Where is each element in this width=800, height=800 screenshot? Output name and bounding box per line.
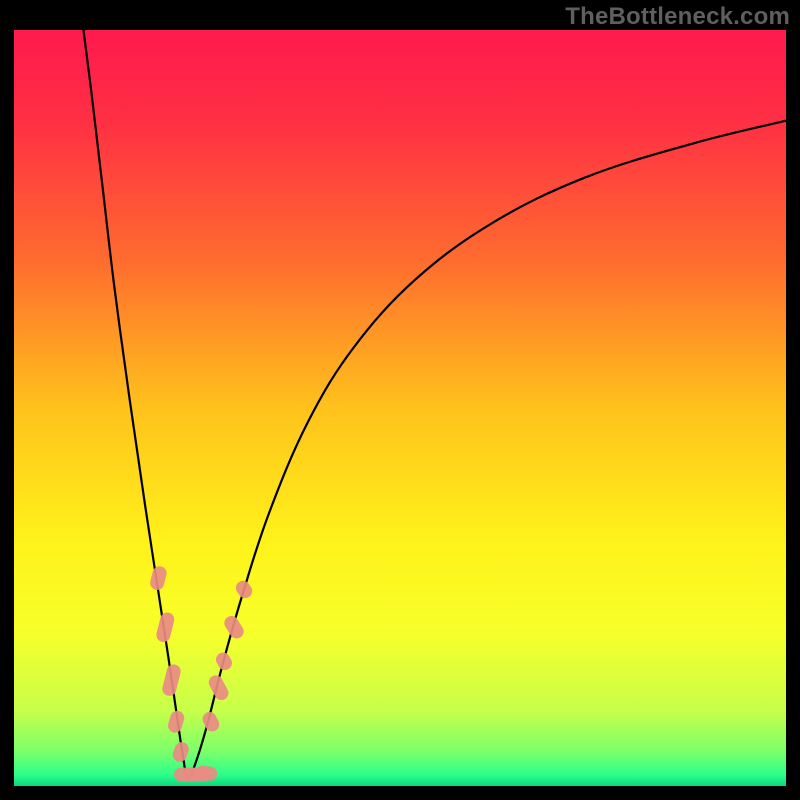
chart-stage: TheBottleneck.com bbox=[0, 0, 800, 800]
watermark-text: TheBottleneck.com bbox=[565, 3, 790, 31]
bottleneck-chart-svg bbox=[0, 0, 800, 800]
